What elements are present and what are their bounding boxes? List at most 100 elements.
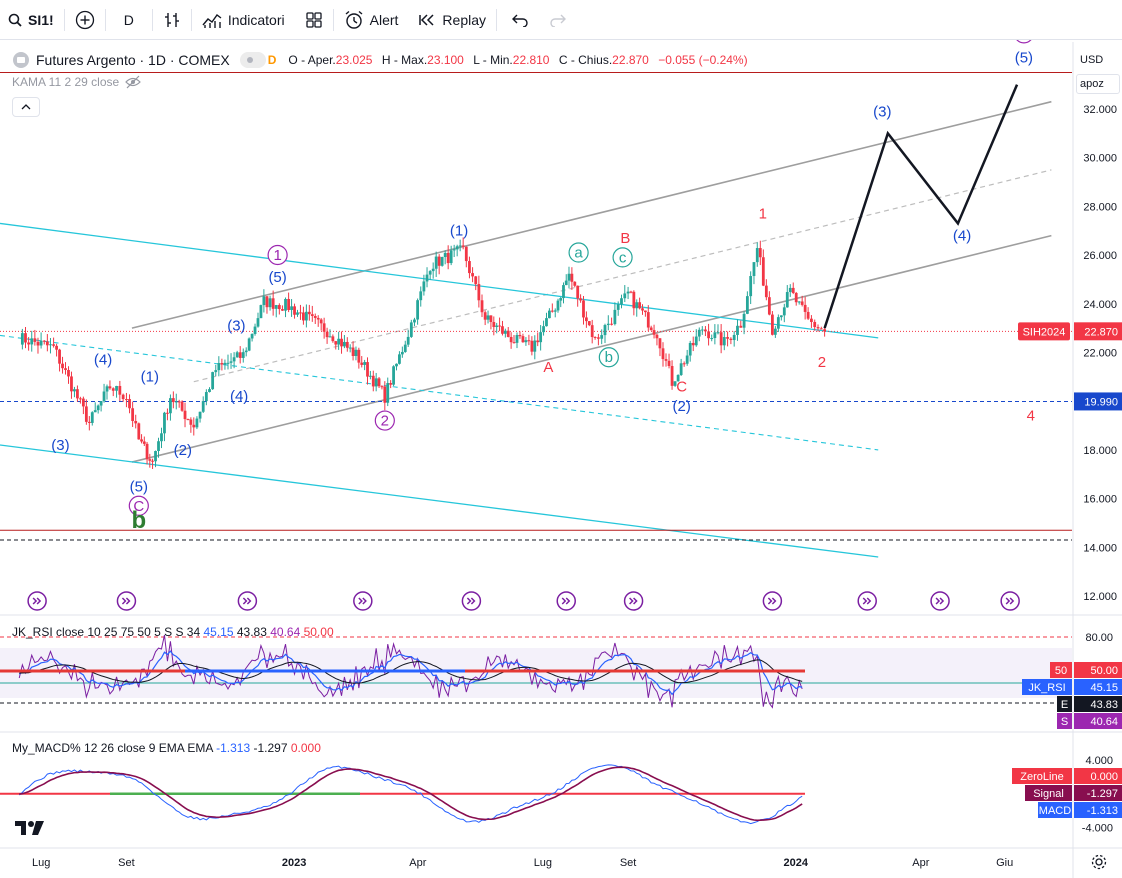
candle-body bbox=[584, 317, 588, 322]
channel-upper-line[interactable] bbox=[131, 100, 1052, 329]
candle-body bbox=[93, 410, 97, 413]
candle-body bbox=[515, 335, 519, 343]
candle-body bbox=[121, 394, 125, 400]
wave-label: 1 bbox=[759, 206, 767, 223]
wave-label: (4) bbox=[953, 227, 971, 244]
chart-type-button[interactable] bbox=[153, 0, 191, 40]
cyan-channel-lower[interactable] bbox=[0, 444, 879, 558]
candle-body bbox=[567, 273, 571, 281]
wave-label: B bbox=[620, 230, 630, 247]
macd-series-tag bbox=[1012, 768, 1072, 784]
macd-series-tag-label: Signal bbox=[1033, 788, 1064, 800]
wave-label-circle bbox=[128, 495, 149, 516]
candle-body bbox=[27, 342, 31, 345]
rsi-value-1: 45.15 bbox=[203, 625, 234, 639]
candle-body bbox=[620, 298, 623, 305]
candle-body bbox=[776, 317, 780, 329]
candle-body bbox=[58, 349, 61, 364]
projection-path[interactable] bbox=[823, 84, 1019, 329]
tradingview-logo[interactable] bbox=[14, 818, 46, 836]
contract-tag-label: SIH2024 bbox=[1023, 326, 1066, 338]
candle-body bbox=[474, 276, 478, 285]
macd-legend[interactable]: My_MACD% 12 26 close 9 EMA EMA -1.313 -1… bbox=[12, 741, 321, 755]
candle-body bbox=[160, 433, 163, 442]
wave-label: C bbox=[133, 498, 144, 515]
kama-legend[interactable]: KAMA 11 2 29 close bbox=[12, 75, 142, 89]
candle-body bbox=[810, 318, 813, 322]
undo-button[interactable] bbox=[497, 0, 543, 40]
symbol-search-button[interactable]: SI1! bbox=[0, 0, 64, 40]
candle-body bbox=[371, 375, 375, 387]
rsi-legend[interactable]: JK_RSI close 10 25 75 50 5 S S 34 45.15 … bbox=[12, 625, 334, 639]
macd-value-3: 0.000 bbox=[290, 741, 321, 755]
chart-settings-button[interactable] bbox=[1090, 853, 1108, 874]
candle-body bbox=[710, 338, 714, 340]
event-marker-arrow bbox=[629, 597, 638, 605]
time-tick-label: 2023 bbox=[282, 857, 306, 869]
candle-body bbox=[334, 341, 338, 345]
interval-button[interactable]: D bbox=[106, 0, 152, 40]
wave-label: b bbox=[605, 349, 613, 366]
candle-body bbox=[676, 374, 680, 382]
low-value: 22.810 bbox=[512, 53, 550, 67]
cyan-channel-upper[interactable] bbox=[0, 222, 879, 339]
candle-body bbox=[331, 336, 335, 342]
candle-body bbox=[501, 326, 504, 334]
channel-lower-line[interactable] bbox=[131, 234, 1052, 463]
candle-body bbox=[400, 351, 404, 355]
candle-body bbox=[87, 421, 91, 423]
candle-body bbox=[443, 252, 447, 258]
candle-body bbox=[480, 300, 484, 313]
candle-body bbox=[201, 401, 205, 412]
currency-selector[interactable]: USD bbox=[1076, 50, 1118, 70]
open-label: O - Aper. bbox=[288, 53, 336, 67]
delayed-badge[interactable]: D bbox=[267, 53, 277, 67]
candle-body bbox=[425, 274, 429, 282]
compare-add-button[interactable] bbox=[65, 0, 105, 40]
candle-body bbox=[296, 312, 299, 315]
wave-label: (2) bbox=[673, 398, 691, 415]
cyan-channel-mid[interactable] bbox=[0, 334, 879, 451]
candle-body bbox=[262, 296, 266, 306]
replay-button[interactable]: Replay bbox=[408, 0, 496, 40]
candle-body bbox=[673, 381, 677, 386]
chart-canvas[interactable]: (3) (4) (5) Cb (1) (2) (3) (4) (5) 1 2 (1) Aa b Bc C (2)… bbox=[0, 40, 1122, 878]
candle-body bbox=[736, 325, 739, 335]
candle-body bbox=[223, 362, 227, 365]
wave-label-circle bbox=[374, 410, 395, 431]
price-tick-label: 30.000 bbox=[1083, 153, 1117, 165]
event-marker-arrow bbox=[862, 597, 872, 605]
collapse-legend-button[interactable] bbox=[12, 97, 40, 117]
channel-mid-line[interactable] bbox=[193, 169, 1052, 383]
chart-title[interactable]: Futures Argento · 1D · COMEX bbox=[36, 52, 230, 68]
rsi-series-tag bbox=[1050, 662, 1072, 678]
candle-body bbox=[556, 300, 560, 311]
candle-body bbox=[745, 296, 749, 314]
candle-body bbox=[816, 327, 820, 329]
event-marker-arrow bbox=[242, 597, 252, 605]
event-marker-arrow bbox=[767, 597, 777, 605]
wave-label-circle bbox=[1016, 40, 1032, 44]
interval-label: D bbox=[123, 11, 134, 28]
candle-body bbox=[163, 412, 166, 434]
candle-body bbox=[716, 332, 720, 334]
price-tick-label: 24.000 bbox=[1083, 299, 1117, 311]
rsi-series-tag-label: 50 bbox=[1055, 665, 1067, 677]
scale-mode-button[interactable]: apoz bbox=[1076, 74, 1120, 94]
candle-body bbox=[446, 252, 450, 264]
candle-body bbox=[33, 338, 37, 342]
time-tick-label: Giu bbox=[996, 857, 1013, 869]
candle-body bbox=[343, 341, 346, 347]
wave-label: (1) bbox=[450, 223, 468, 240]
candle-body bbox=[498, 325, 501, 327]
candle-body bbox=[629, 291, 633, 293]
candle-body bbox=[247, 338, 251, 351]
alert-button[interactable]: Alert bbox=[334, 0, 409, 40]
top-toolbar: SI1! D Indicatori Alert Replay bbox=[0, 0, 1122, 40]
candle-body bbox=[232, 357, 236, 362]
layout-button[interactable] bbox=[295, 0, 333, 40]
eye-hidden-icon[interactable] bbox=[125, 75, 142, 89]
redo-button[interactable] bbox=[543, 0, 573, 40]
indicators-button[interactable]: Indicatori bbox=[192, 0, 295, 40]
candle-body bbox=[694, 336, 698, 346]
